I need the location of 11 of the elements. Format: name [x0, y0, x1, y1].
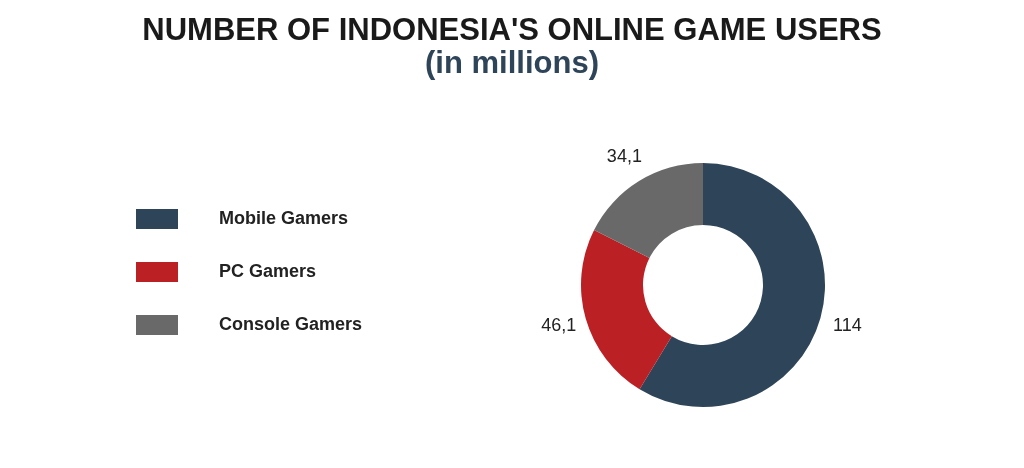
- data-label: 34,1: [606, 146, 642, 167]
- donut-slice: [639, 163, 825, 407]
- donut-slice: [581, 230, 672, 390]
- data-label: 114: [833, 314, 862, 335]
- chart-title: NUMBER OF INDONESIA'S ONLINE GAME USERS: [142, 12, 882, 47]
- donut-slice: [594, 163, 703, 258]
- legend-label: Console Gamers: [219, 314, 363, 334]
- legend-label: Mobile Gamers: [219, 208, 349, 228]
- chart-subtitle: (in millions): [425, 45, 599, 80]
- legend-label: PC Gamers: [219, 261, 317, 281]
- data-label: 46,1: [541, 315, 577, 336]
